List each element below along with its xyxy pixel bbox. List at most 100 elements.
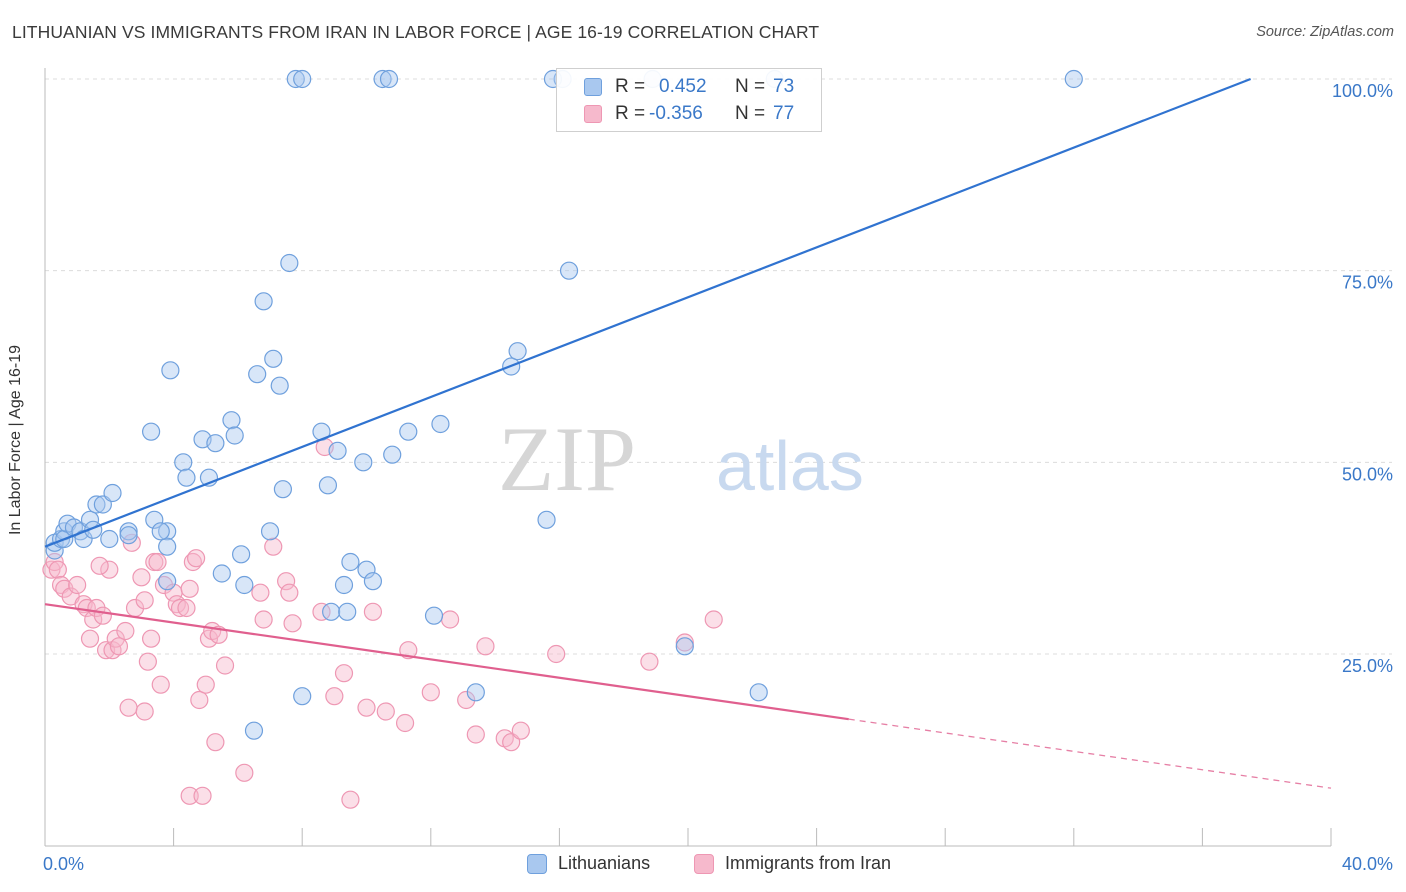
stats-r-value: -0.356: [649, 103, 703, 124]
legend-label: Immigrants from Iran: [725, 853, 892, 873]
data-point-iran: [376, 702, 395, 721]
data-point-iran: [399, 641, 418, 660]
data-point-iran: [235, 763, 254, 782]
data-point-lithuanian: [158, 572, 177, 591]
data-point-lithuanian: [225, 426, 244, 445]
data-point-iran: [48, 560, 67, 579]
data-point-lithuanian: [318, 476, 338, 495]
data-point-iran: [135, 591, 154, 610]
x-tick-label: 0.0%: [43, 854, 84, 874]
stats-swatch-blue: [584, 78, 602, 96]
data-point-lithuanian: [244, 721, 264, 740]
data-point-lithuanian: [222, 411, 241, 430]
data-point-lithuanian: [424, 606, 444, 625]
data-point-lithuanian: [74, 529, 93, 549]
data-point-lithuanian: [161, 361, 180, 380]
data-point-lithuanian: [431, 414, 450, 434]
data-point-lithuanian: [119, 526, 138, 545]
watermark: ZIP atlas: [498, 408, 864, 510]
data-point-lithuanian: [379, 69, 399, 89]
stats-n-label: N =: [735, 76, 766, 97]
data-point-iran: [135, 702, 154, 721]
series-lithuanians-points: [45, 69, 1083, 740]
data-point-iran: [325, 687, 344, 706]
legend-swatch-pink: [694, 854, 714, 874]
data-point-lithuanian: [100, 529, 119, 549]
data-point-lithuanian: [363, 572, 383, 591]
data-point-lithuanian: [273, 480, 293, 499]
data-point-lithuanian: [158, 537, 177, 556]
x-tick-label: 40.0%: [1342, 854, 1393, 874]
data-point-lithuanian: [212, 564, 231, 583]
data-point-lithuanian: [373, 69, 392, 89]
data-point-lithuanian: [537, 510, 556, 529]
source-label: Source: ZipAtlas.com: [1256, 24, 1394, 40]
data-point-lithuanian: [254, 292, 273, 311]
y-tick-label: 100.0%: [1332, 81, 1393, 101]
stats-r-value: 0.452: [659, 76, 707, 97]
data-point-lithuanian: [141, 422, 161, 441]
stats-row-lithuanians: R = 0.452 N = 73: [557, 74, 821, 100]
data-point-lithuanian: [145, 510, 164, 529]
watermark-atlas: atlas: [716, 427, 864, 505]
axis-layer: [44, 68, 1332, 847]
data-point-iran: [100, 560, 119, 579]
data-point-iran: [457, 690, 476, 710]
trend-lines: [44, 77, 1332, 789]
data-point-iran: [138, 652, 157, 671]
data-point-iran: [511, 721, 530, 740]
series-iran-points: [42, 437, 723, 809]
data-point-lithuanian: [103, 483, 122, 503]
y-axis-title: In Labor Force | Age 16-19: [7, 344, 24, 536]
data-point-iran: [277, 572, 296, 591]
data-point-iran: [90, 556, 109, 575]
legend-swatch-blue: [527, 854, 547, 874]
stats-box: R = 0.452 N = 73 R = -0.356 N = 77: [556, 68, 822, 132]
data-point-lithuanian: [675, 637, 694, 656]
data-point-lithuanian: [341, 552, 360, 572]
data-point-iran: [363, 602, 383, 621]
stats-row-iran: R = -0.356 N = 77: [557, 101, 821, 127]
data-point-lithuanian: [293, 687, 312, 706]
y-tick-label: 50.0%: [1342, 464, 1393, 484]
stats-r-label: R =: [615, 76, 646, 97]
data-point-lithuanian: [466, 683, 485, 702]
data-point-iran: [440, 610, 460, 629]
data-point-iran: [193, 786, 212, 805]
data-point-lithuanian: [293, 69, 312, 89]
data-point-lithuanian: [270, 376, 289, 395]
data-point-iran: [547, 644, 566, 664]
data-point-lithuanian: [286, 69, 305, 89]
stats-swatch-pink: [584, 105, 602, 123]
data-point-lithuanian: [749, 683, 768, 702]
data-point-iran: [334, 664, 354, 683]
data-point-lithuanian: [264, 349, 283, 368]
data-point-iran: [704, 610, 723, 629]
data-point-iran: [215, 656, 235, 675]
trend-line-lithuanians: [44, 77, 1252, 548]
data-point-lithuanian: [354, 453, 373, 472]
data-point-iran: [341, 790, 360, 809]
data-point-lithuanian: [399, 422, 418, 441]
data-point-lithuanian: [158, 522, 177, 541]
data-point-iran: [264, 537, 283, 556]
data-point-lithuanian: [119, 522, 138, 541]
data-point-iran: [206, 733, 225, 752]
data-point-lithuanian: [334, 575, 354, 595]
y-tick-label: 75.0%: [1342, 273, 1393, 293]
data-point-iran: [675, 633, 694, 652]
trend-line-iran-extension: [848, 718, 1332, 789]
data-point-lithuanian: [151, 522, 170, 541]
data-point-iran: [80, 629, 100, 648]
data-point-iran: [180, 786, 199, 805]
data-point-lithuanian: [322, 602, 341, 621]
data-point-lithuanian: [357, 560, 376, 579]
data-point-lithuanian: [232, 545, 251, 564]
grid-layer: [45, 78, 1392, 655]
chart-title: LITHUANIAN VS IMMIGRANTS FROM IRAN IN LA…: [12, 22, 820, 42]
data-point-lithuanian: [206, 434, 225, 453]
data-point-iran: [476, 637, 495, 656]
stats-n-label: N =: [735, 103, 766, 124]
data-point-iran: [466, 725, 485, 744]
data-point-iran: [148, 552, 167, 572]
